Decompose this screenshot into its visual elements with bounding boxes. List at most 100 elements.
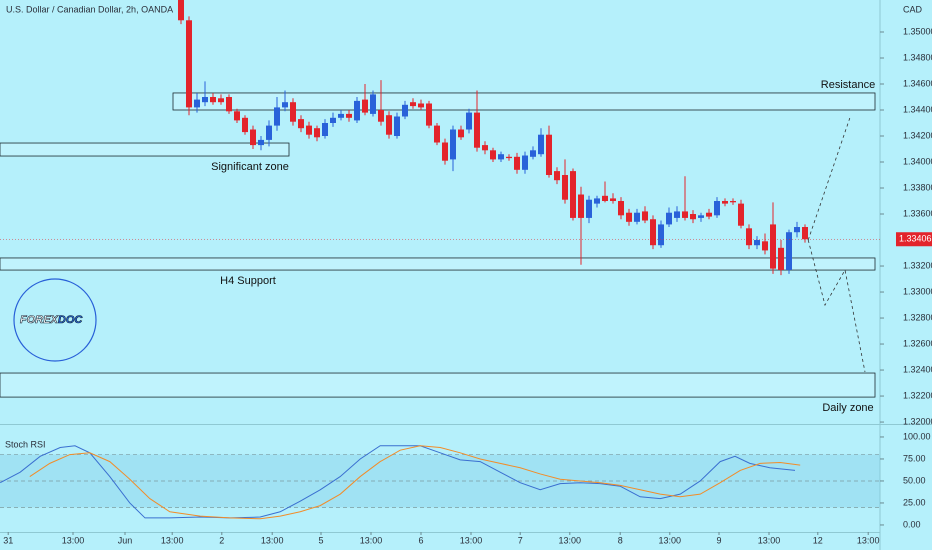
x-tick-label: 2 (219, 535, 224, 545)
y-tick-label: 1.33000 (903, 286, 932, 296)
zone (0, 142, 290, 157)
candle-body (546, 134, 552, 176)
candle-body (722, 201, 728, 204)
chart-title: U.S. Dollar / Canadian Dollar, 2h, OANDA (6, 4, 173, 14)
candle-body (658, 224, 664, 246)
y-tick-label: 100.00 (903, 431, 931, 441)
candle-body (266, 125, 272, 140)
candle-body (674, 211, 680, 218)
y-tick-label: 1.32800 (903, 312, 932, 322)
logo: FOREXDOC (13, 278, 97, 362)
candle-body (410, 102, 416, 107)
y-tick-label: 1.33600 (903, 208, 932, 218)
y-tick-label: 0.00 (903, 519, 921, 529)
candle-body (554, 171, 560, 181)
y-tick-label: 25.00 (903, 497, 926, 507)
candle-body (730, 201, 736, 203)
candle-body (522, 155, 528, 170)
x-tick-label: 13:00 (460, 535, 483, 545)
x-tick-label: 13:00 (857, 535, 880, 545)
x-tick-label: 13:00 (62, 535, 85, 545)
candle-body (594, 198, 600, 204)
candle-body (450, 129, 456, 160)
x-tick-label: 9 (716, 535, 721, 545)
zone (172, 92, 876, 111)
candle-body (274, 107, 280, 126)
candle-body (226, 96, 232, 112)
candle-body (650, 219, 656, 246)
zone (0, 372, 876, 398)
candle-body (706, 212, 712, 217)
candle-body (642, 211, 648, 221)
x-tick-label: 5 (318, 535, 323, 545)
candle-body (434, 125, 440, 143)
candle-body (530, 150, 536, 157)
zone-label: Resistance (821, 79, 875, 91)
stoch-line (0, 445, 796, 519)
stoch-line (29, 445, 801, 520)
candle-body (402, 104, 408, 117)
candle-body (778, 247, 784, 270)
candle-body (210, 96, 216, 103)
candle-body (178, 0, 184, 21)
candle-body (234, 111, 240, 121)
candle-body (578, 194, 584, 218)
candle-body (506, 156, 512, 159)
y-tick-label: 1.32400 (903, 364, 932, 374)
candle-body (482, 145, 488, 151)
y-tick-label: 1.34200 (903, 130, 932, 140)
x-tick-label: 8 (618, 535, 623, 545)
candle-body (698, 215, 704, 218)
candle-body (290, 102, 296, 122)
candle-body (394, 116, 400, 137)
plot-area (0, 445, 880, 520)
candle-body (362, 99, 368, 113)
candle-body (682, 211, 688, 218)
candle-body (794, 227, 800, 233)
y-tick-label: 50.00 (903, 475, 926, 485)
x-tick-label: 13:00 (360, 535, 383, 545)
axis-currency: CAD (903, 4, 923, 14)
logo-ring (13, 278, 97, 362)
candle-body (242, 117, 248, 133)
x-tick-label: 13:00 (758, 535, 781, 545)
candle-body (618, 201, 624, 216)
y-tick-label: 1.32200 (903, 390, 932, 400)
candle-body (426, 103, 432, 126)
indicator-title: Stoch RSI (5, 439, 46, 449)
x-tick-label: 13:00 (659, 535, 682, 545)
y-tick-label: 1.34400 (903, 104, 932, 114)
candle-body (738, 203, 744, 226)
y-tick-label: 1.34800 (903, 52, 932, 62)
zone-label: H4 Support (220, 275, 276, 287)
y-tick-label: 1.33800 (903, 182, 932, 192)
zone-label: Daily zone (822, 402, 873, 414)
candle-body (330, 117, 336, 124)
last-price-box (896, 232, 932, 247)
x-tick-label: 31 (3, 535, 13, 545)
candle-body (258, 139, 264, 146)
candle-body (610, 198, 616, 202)
candle-body (194, 99, 200, 108)
logo-part: DOC (58, 314, 84, 326)
candle-body (634, 212, 640, 222)
candle-body (202, 96, 208, 103)
candle-body (322, 123, 328, 137)
candle-body (250, 129, 256, 146)
candle-body (354, 100, 360, 121)
level-band (0, 454, 880, 508)
candle-body (666, 212, 672, 225)
y-tick-label: 75.00 (903, 453, 926, 463)
x-tick-label: 13:00 (559, 535, 582, 545)
x-tick-label: 13:00 (161, 535, 184, 545)
candle-body (498, 154, 504, 160)
candle-body (306, 125, 312, 135)
x-tick-label: 7 (518, 535, 523, 545)
candle-body (570, 171, 576, 218)
candle-body (386, 115, 392, 135)
candle-body (626, 212, 632, 222)
candle-body (586, 199, 592, 218)
candle-body (786, 232, 792, 270)
candle-body (466, 112, 472, 130)
